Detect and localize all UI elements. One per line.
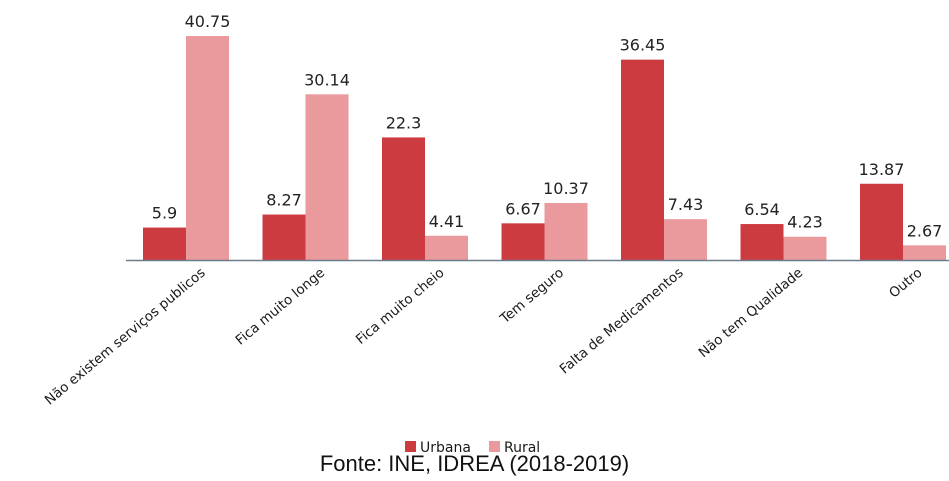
- tick-label-outro: Outro: [886, 265, 925, 302]
- tick-label-falta-de-medicamentos: Falta de Medicamentos: [557, 265, 687, 378]
- bar-rural-outro: [903, 245, 946, 260]
- legend-label-urbana: Urbana: [420, 440, 471, 456]
- value-label-urbana-falta-de-medicamentos: 36.45: [620, 36, 666, 55]
- legend-swatch-rural: [489, 441, 500, 452]
- bar-rural-nao-tem-qualidade: [783, 236, 827, 260]
- legend-label-rural: Rural: [504, 440, 540, 456]
- value-label-urbana-tem-seguro: 6.67: [505, 199, 541, 218]
- value-label-rural-tem-seguro: 10.37: [543, 179, 589, 198]
- value-label-rural-outro: 2.67: [907, 221, 943, 240]
- bar-urbana-falta-de-medicamentos: [621, 59, 664, 260]
- x-tick-labels: Não existem serviços publicos Fica muito …: [42, 265, 926, 409]
- bar-urbana-tem-seguro: [501, 223, 545, 260]
- bar-rural-fica-muito-cheio: [425, 235, 468, 260]
- bar-urbana-nao-existem-servicos-publicos: [143, 227, 186, 260]
- bar-urbana-outro: [860, 183, 903, 260]
- bar-urbana-fica-muito-cheio: [382, 137, 425, 260]
- bar-urbana-nao-tem-qualidade: [740, 224, 784, 260]
- source-note: Fonte: INE, IDREA (2018-2019): [319, 451, 630, 476]
- value-label-rural-nao-existem-servicos-publicos: 40.75: [185, 12, 231, 31]
- tick-label-nao-tem-qualidade: Não tem Qualidade: [696, 265, 806, 361]
- tick-label-tem-seguro: Tem seguro: [497, 265, 568, 328]
- value-label-rural-fica-muito-longe: 30.14: [304, 70, 350, 89]
- legend: Urbana Rural: [405, 440, 540, 456]
- legend-swatch-urbana: [405, 441, 416, 452]
- tick-label-fica-muito-cheio: Fica muito cheio: [353, 265, 448, 348]
- value-label-rural-fica-muito-cheio: 4.41: [429, 212, 465, 231]
- value-label-urbana-nao-tem-qualidade: 6.54: [744, 200, 780, 219]
- value-label-urbana-nao-existem-servicos-publicos: 5.9: [152, 204, 177, 223]
- bar-rural-falta-de-medicamentos: [664, 219, 707, 260]
- tick-label-nao-existem-servicos-publicos: Não existem serviços publicos: [42, 265, 209, 409]
- value-label-urbana-outro: 13.87: [859, 160, 905, 179]
- tick-label-fica-muito-longe: Fica muito longe: [233, 265, 329, 349]
- bar-rural-tem-seguro: [544, 202, 588, 260]
- value-label-rural-nao-tem-qualidade: 4.23: [787, 213, 823, 232]
- bars-layer: [143, 36, 946, 261]
- value-label-urbana-fica-muito-longe: 8.27: [266, 191, 302, 210]
- bar-rural-nao-existem-servicos-publicos: [186, 36, 229, 260]
- value-label-rural-falta-de-medicamentos: 7.43: [668, 195, 704, 214]
- bar-urbana-fica-muito-longe: [262, 214, 306, 260]
- value-label-urbana-fica-muito-cheio: 22.3: [386, 113, 422, 132]
- bar-rural-fica-muito-longe: [305, 94, 349, 261]
